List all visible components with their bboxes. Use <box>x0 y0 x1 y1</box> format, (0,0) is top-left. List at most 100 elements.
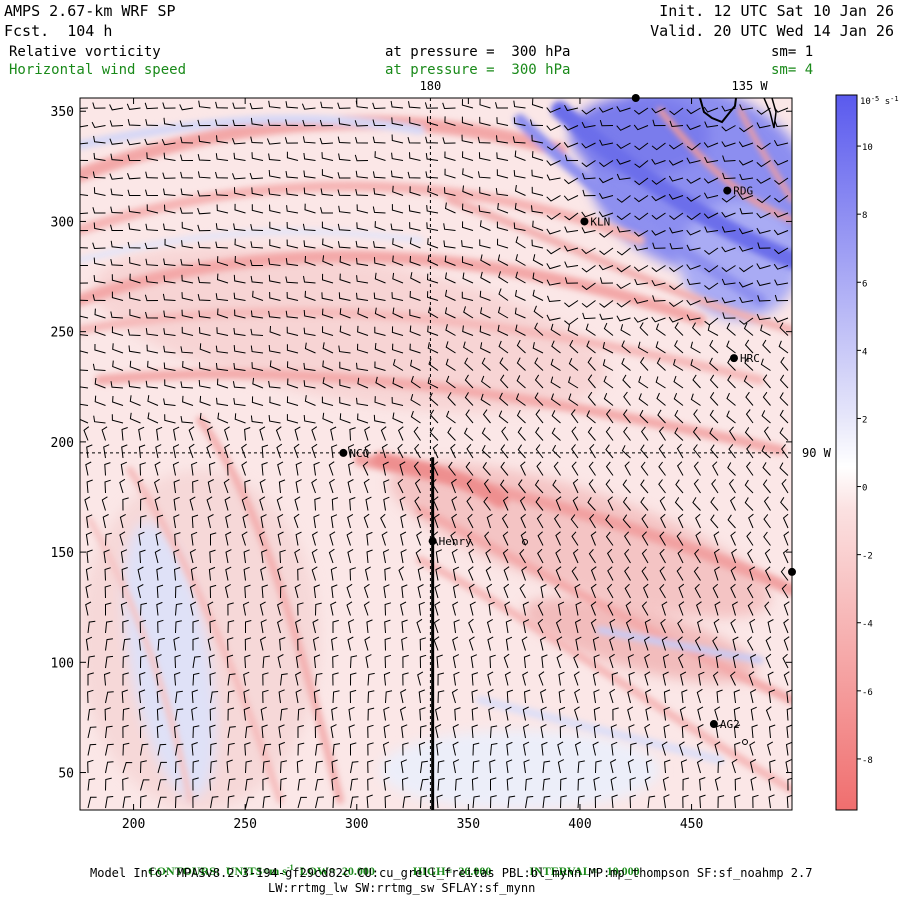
wind-barb <box>400 759 407 774</box>
wind-barb <box>587 426 596 441</box>
wind-barb <box>588 548 596 564</box>
wind-barb <box>413 461 421 476</box>
wind-barb <box>695 601 702 616</box>
wind-barb <box>138 531 145 546</box>
wind-barb <box>721 246 736 253</box>
wind-barb <box>350 796 359 809</box>
wind-barb <box>250 275 264 284</box>
wind-barb <box>514 185 526 196</box>
wind-barb <box>651 230 666 236</box>
wind-barb <box>105 691 114 704</box>
wind-barb <box>250 345 264 354</box>
wind-barb <box>515 236 526 249</box>
wind-barb <box>363 478 370 494</box>
wind-barb <box>320 207 333 214</box>
wind-barb <box>173 636 180 651</box>
wind-barb <box>470 654 477 669</box>
wind-barb <box>380 426 387 441</box>
wind-barb <box>642 583 649 599</box>
field2-name: Horizontal wind speed <box>9 62 187 78</box>
wind-barb <box>638 393 649 406</box>
wind-barb <box>121 444 128 459</box>
wind-barb <box>215 119 229 126</box>
wind-barb <box>484 531 491 546</box>
wind-barb <box>703 192 719 199</box>
wind-barb <box>198 100 211 109</box>
wind-barb <box>669 227 684 234</box>
wind-barb <box>192 760 200 774</box>
wind-barb <box>746 636 754 651</box>
wind-barb <box>268 153 281 161</box>
wind-barb <box>498 288 509 301</box>
wind-barb <box>765 583 771 599</box>
wind-barb <box>425 136 439 144</box>
wind-barb <box>140 743 149 756</box>
wind-barb <box>94 308 106 319</box>
wind-barb <box>463 427 474 441</box>
wind-barb <box>85 636 93 651</box>
wind-barb <box>373 414 386 424</box>
wind-barb <box>572 548 579 564</box>
wind-barb <box>364 636 371 651</box>
wind-barb <box>104 584 112 599</box>
wind-barb <box>447 427 456 441</box>
wind-barb <box>372 136 386 144</box>
wind-barb <box>558 671 565 686</box>
wind-barb <box>207 479 214 494</box>
wind-barb <box>285 171 299 179</box>
colorbar-tick-label: 0 <box>862 484 867 494</box>
colorbar-tick-label: -6 <box>862 688 873 698</box>
wind-barb <box>782 548 789 564</box>
wind-barb <box>234 413 246 424</box>
wind-barb <box>605 409 614 424</box>
field1-smoothing: sm= 1 <box>771 44 814 60</box>
wind-barb <box>481 427 491 441</box>
wind-barb <box>690 341 701 354</box>
wind-barb <box>92 207 106 214</box>
wind-barb <box>773 229 789 236</box>
wind-barb <box>252 377 264 389</box>
wind-barb <box>692 374 701 389</box>
wind-barb <box>746 531 754 546</box>
wind-barb <box>622 514 631 529</box>
wind-barb <box>427 377 439 389</box>
wind-barb <box>483 496 491 511</box>
wind-barb <box>215 345 229 354</box>
wind-barb <box>109 138 124 145</box>
wind-barb <box>443 240 456 249</box>
wind-barb <box>199 412 211 424</box>
wind-barb <box>603 322 614 336</box>
wind-barb <box>127 173 141 180</box>
wind-barb <box>174 672 181 686</box>
wind-barb <box>144 102 159 110</box>
colorbar-unit: 10-5 s-1 <box>860 95 899 107</box>
wind-barb <box>146 344 159 354</box>
wind-barb <box>87 743 97 756</box>
wind-barb <box>621 445 631 459</box>
wind-barb <box>513 222 526 231</box>
wind-barb <box>638 376 649 389</box>
wind-barb <box>663 706 670 721</box>
wind-barb <box>522 671 529 686</box>
station-label: RDG <box>733 185 753 198</box>
wind-barb <box>733 724 741 739</box>
wind-barb <box>581 300 596 308</box>
wind-barb <box>297 567 304 581</box>
wind-barb <box>437 672 445 686</box>
y-tick-label: 200 <box>51 436 74 451</box>
y-tick-label: 350 <box>51 105 74 120</box>
wind-barb <box>675 479 684 494</box>
wind-barb <box>564 212 579 221</box>
wind-barb <box>605 514 614 529</box>
wind-barb <box>295 531 302 546</box>
wind-barb <box>357 413 369 424</box>
wind-barb <box>505 724 512 739</box>
wind-barb <box>223 478 230 494</box>
wind-barb <box>444 307 456 319</box>
wind-barb <box>415 548 422 564</box>
wind-barb <box>175 708 184 721</box>
wind-barb <box>450 443 456 459</box>
wind-barb <box>717 795 725 809</box>
wind-barb <box>605 444 614 459</box>
wind-barb <box>209 672 216 686</box>
